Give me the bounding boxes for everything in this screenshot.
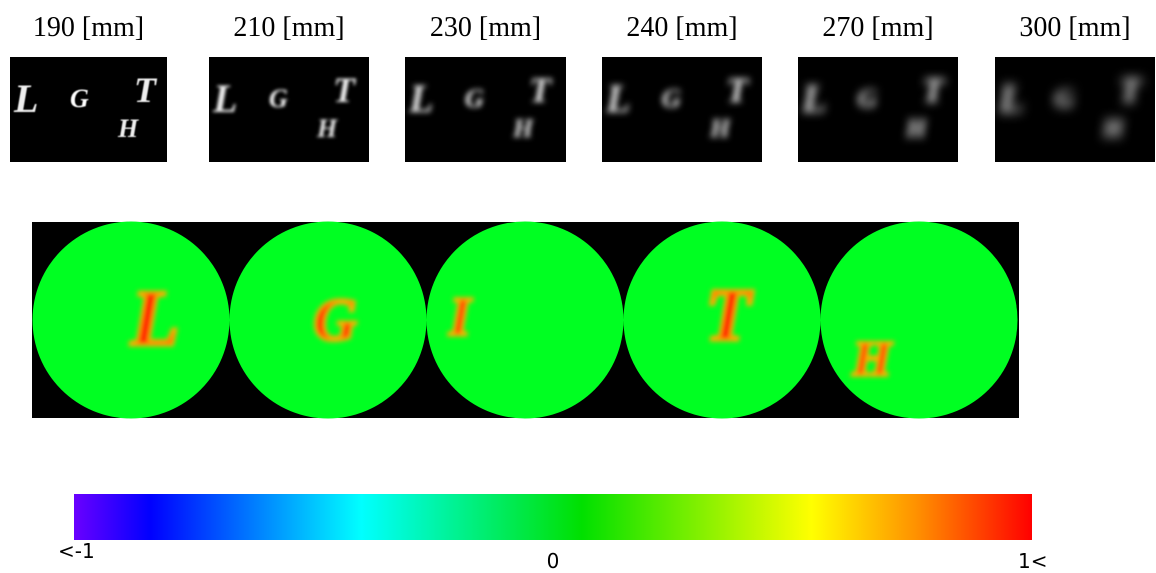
image-letter: T bbox=[726, 70, 750, 110]
image-letter: L bbox=[605, 76, 630, 121]
depth-label: 190 [mm] bbox=[33, 12, 144, 43]
depth-map bbox=[623, 221, 821, 419]
image-letter: T bbox=[333, 70, 357, 110]
depth-map bbox=[820, 221, 1018, 419]
refocused-image bbox=[405, 57, 566, 162]
image-letter: G bbox=[269, 84, 288, 113]
image-letter: H bbox=[117, 114, 139, 143]
image-letter: H bbox=[709, 114, 731, 143]
depth-label: 270 [mm] bbox=[822, 12, 933, 43]
image-letter: L bbox=[408, 76, 433, 121]
refocused-image bbox=[209, 57, 369, 162]
image-letter: L bbox=[212, 76, 237, 121]
depth-map bbox=[426, 221, 624, 419]
depth-letter: T bbox=[705, 274, 754, 357]
colorbar-label: <-1 bbox=[58, 539, 95, 563]
depth-label: 300 [mm] bbox=[1019, 12, 1130, 43]
image-letters: L GHT bbox=[998, 70, 1143, 143]
image-letters: L GHT bbox=[13, 70, 158, 143]
depth-letter: G bbox=[313, 287, 356, 353]
image-letter: G bbox=[465, 84, 484, 113]
depth-letter: L bbox=[130, 275, 180, 363]
image-letter: T bbox=[922, 70, 946, 110]
image-letter: G bbox=[662, 84, 681, 113]
image-letter: L bbox=[13, 76, 38, 121]
image-letter: T bbox=[134, 70, 158, 110]
image-letters: L GHT bbox=[605, 70, 750, 143]
image-letter: L bbox=[801, 76, 826, 121]
image-letter: H bbox=[316, 114, 338, 143]
image-letter: H bbox=[1102, 114, 1124, 143]
depth-map bbox=[229, 221, 427, 419]
image-letters: L GHT bbox=[801, 70, 946, 143]
image-letters: L GHT bbox=[212, 70, 357, 143]
colorbar bbox=[74, 494, 1032, 540]
depth-letter: H bbox=[852, 330, 894, 386]
image-letter: H bbox=[905, 114, 927, 143]
depth-label: 240 [mm] bbox=[626, 12, 737, 43]
depth-letter: I bbox=[448, 286, 472, 347]
image-letters: L GHT bbox=[408, 70, 553, 143]
refocused-image bbox=[602, 57, 762, 162]
depth-label: 210 [mm] bbox=[233, 12, 344, 43]
image-letter: G bbox=[70, 84, 89, 113]
image-letter: T bbox=[1119, 70, 1143, 110]
refocused-image bbox=[798, 57, 958, 162]
refocused-image bbox=[10, 57, 167, 162]
depth-map bbox=[32, 221, 230, 419]
image-letter: G bbox=[1055, 84, 1074, 113]
image-letter: H bbox=[512, 114, 534, 143]
image-letter: L bbox=[998, 76, 1023, 121]
image-letter: G bbox=[858, 84, 877, 113]
depth-label: 230 [mm] bbox=[430, 12, 541, 43]
colorbar-label: 0 bbox=[547, 549, 560, 573]
image-letter: T bbox=[529, 70, 553, 110]
colorbar-label: 1< bbox=[1018, 549, 1047, 573]
refocused-image bbox=[995, 57, 1155, 162]
